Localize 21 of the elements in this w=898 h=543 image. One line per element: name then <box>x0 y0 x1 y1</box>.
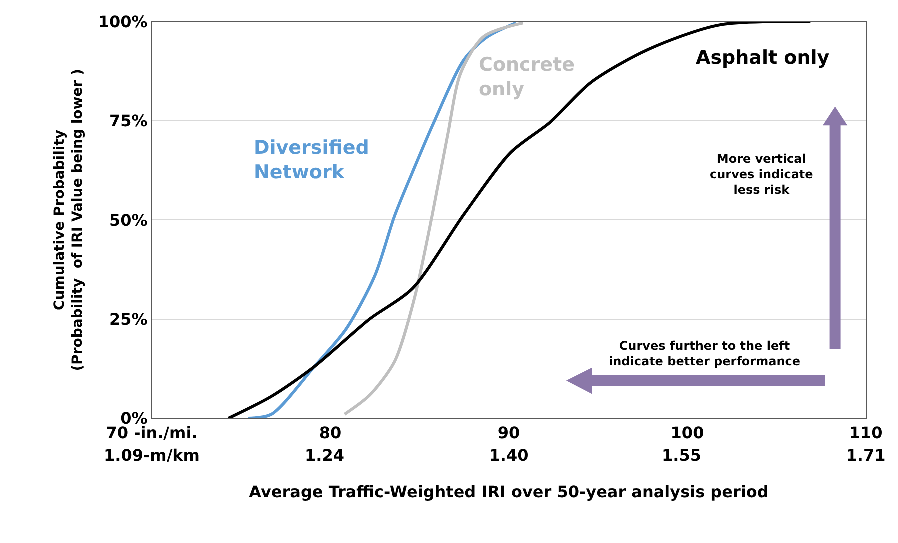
x2-tick-label: 1.55 <box>662 446 702 465</box>
annotation: More vertical curves indicate less risk <box>710 152 814 198</box>
x2-tick-label: 1.40 <box>489 446 529 465</box>
x-tick-label: 90 <box>498 424 520 443</box>
x2-tick-label: 1.09-m/km <box>104 446 200 465</box>
x-tick-label: 110 <box>849 424 883 443</box>
series-label: Asphalt only <box>696 47 830 69</box>
series-label: Diversified Network <box>254 137 370 184</box>
x-tick-label: 100 <box>670 424 704 443</box>
x-axis-title: Average Traffic-Weighted IRI over 50-year analysis period <box>249 482 769 502</box>
y-tick-label: 25% <box>110 310 148 329</box>
y-tick-label: 75% <box>110 112 148 131</box>
y-tick-label: 50% <box>110 210 148 230</box>
x-tick-label: 70 -in./mi. <box>106 424 198 443</box>
series-label: Concrete only <box>479 54 576 101</box>
annotation: Curves further to the left indicate better performance <box>609 339 800 369</box>
x2-tick-label: 1.24 <box>305 446 344 465</box>
x-tick-label: 80 <box>319 424 342 443</box>
y-axis-title: Cumulative Probability (Probability of IRI Value being lower ) <box>52 69 86 372</box>
y-tick-label: 100% <box>98 12 148 32</box>
x2-tick-label: 1.71 <box>846 446 886 465</box>
